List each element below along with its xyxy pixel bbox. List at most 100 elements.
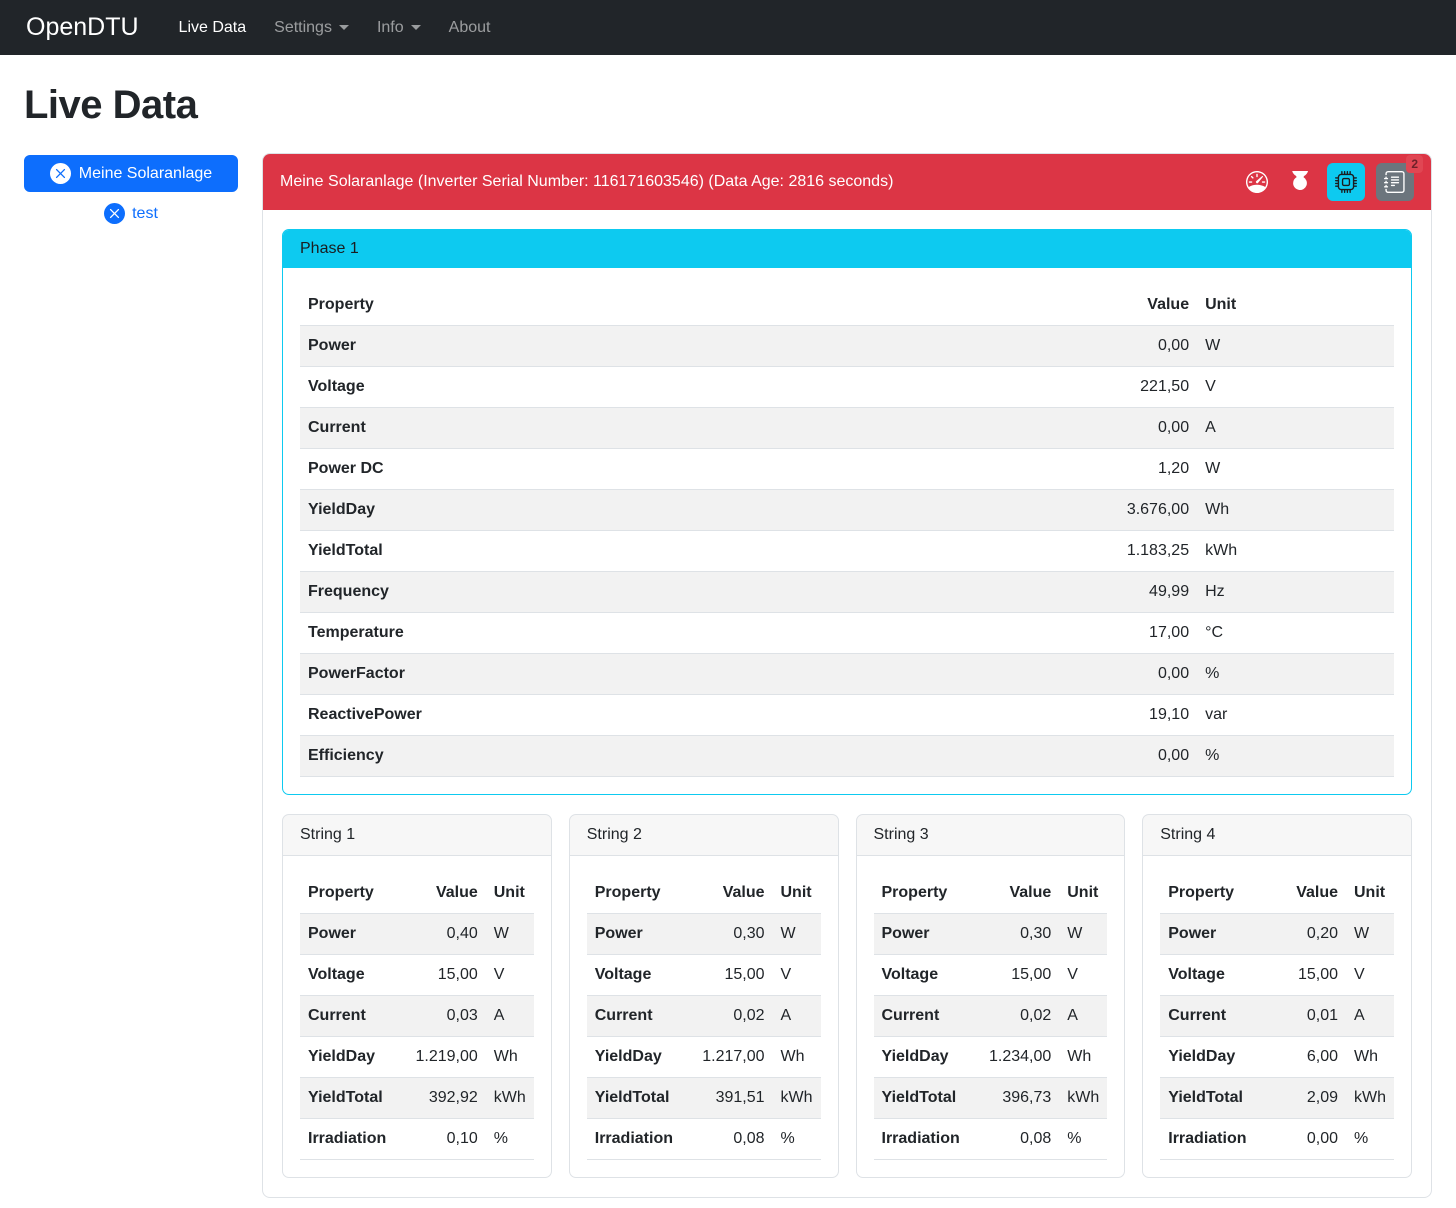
value-cell: 0,10 [407, 1118, 486, 1160]
event-log-button[interactable]: 2 [1376, 155, 1423, 201]
value-cell: 1.183,25 [1054, 530, 1198, 572]
column-header-property: Property [1160, 873, 1289, 914]
property-cell: PowerFactor [300, 653, 1055, 695]
unit-cell: % [772, 1118, 821, 1160]
inverter-button-test[interactable]: test [100, 201, 162, 226]
string-table: Property Value Unit Power [300, 873, 534, 1160]
value-cell: 0,30 [980, 913, 1060, 955]
unit-cell: % [1197, 735, 1394, 777]
property-cell: Voltage [873, 954, 981, 996]
property-cell: Voltage [586, 954, 695, 996]
value-cell: 1.217,00 [694, 1036, 773, 1078]
table-row: Irradiation 0,08 % [586, 1118, 821, 1160]
table-row: YieldTotal 391,51 kWh [586, 1077, 821, 1119]
property-cell: Irradiation [1160, 1118, 1289, 1160]
value-cell: 15,00 [1288, 954, 1346, 996]
nav-item-label: Live Data [178, 18, 247, 36]
value-cell: 0,03 [407, 995, 486, 1037]
table-row: Irradiation 0,08 % [873, 1118, 1108, 1160]
inverter-button-selected[interactable]: Meine Solaranlage [24, 155, 238, 192]
property-cell: ReactivePower [300, 694, 1055, 736]
nav-item-live-data[interactable]: Live Data [169, 8, 257, 48]
table-row: YieldDay 1.219,00 Wh [300, 1036, 534, 1078]
inverter-toolbar: 2 [1241, 155, 1423, 201]
value-cell: 17,00 [1054, 612, 1198, 654]
string-table: Property Value Unit Power [1160, 873, 1394, 1160]
property-cell: Power [586, 913, 695, 955]
unit-cell: W [485, 913, 534, 955]
value-cell: 15,00 [407, 954, 486, 996]
table-row: YieldDay 1.234,00 Wh [873, 1036, 1108, 1078]
event-count-badge: 2 [1406, 155, 1423, 173]
column-header-value: Value [407, 873, 486, 914]
property-cell: YieldDay [300, 1036, 408, 1078]
x-circle-icon [49, 163, 71, 184]
inverter-button-label: Meine Solaranlage [78, 164, 213, 182]
property-cell: Power DC [300, 448, 1055, 490]
strings-grid: String 1 Property Value Unit [282, 814, 1412, 1178]
nav-item-label: Info [376, 18, 404, 36]
unit-cell: A [772, 995, 821, 1037]
unit-cell: °C [1197, 612, 1394, 654]
string-card-4: String 4 Property Value Unit [1142, 814, 1412, 1178]
unit-cell: Wh [772, 1036, 821, 1078]
unit-cell: Wh [1197, 489, 1394, 531]
speedometer-icon [1246, 171, 1268, 193]
column-header-unit: Unit [772, 873, 821, 914]
table-row: Power DC 1,20 W [300, 448, 1394, 490]
table-row: Current 0,01 A [1160, 995, 1394, 1037]
table-row: Voltage 15,00 V [873, 954, 1108, 996]
power-settings-button[interactable] [1284, 166, 1316, 198]
unit-cell: W [772, 913, 821, 955]
value-cell: 6,00 [1288, 1036, 1346, 1078]
column-header-value: Value [1054, 285, 1198, 326]
value-cell: 0,08 [980, 1118, 1060, 1160]
property-cell: Temperature [300, 612, 1055, 654]
string-card-header: String 4 [1143, 815, 1411, 856]
inverter-panel-title: Meine Solaranlage (Inverter Serial Numbe… [280, 173, 894, 190]
table-row: Power 0,00 W [300, 325, 1394, 367]
value-cell: 15,00 [694, 954, 773, 996]
unit-cell: Wh [1346, 1036, 1394, 1078]
column-header-value: Value [980, 873, 1060, 914]
value-cell: 15,00 [980, 954, 1060, 996]
unit-cell: % [1346, 1118, 1394, 1160]
unit-cell: Wh [485, 1036, 534, 1078]
unit-cell: W [1059, 913, 1108, 955]
inverter-selector: Meine Solaranlage test [24, 153, 238, 226]
unit-cell: % [1197, 653, 1394, 695]
table-row: YieldDay 1.217,00 Wh [586, 1036, 821, 1078]
property-cell: Power [300, 913, 408, 955]
table-row: YieldTotal 2,09 kWh [1160, 1077, 1394, 1119]
cpu-icon [1335, 171, 1357, 193]
column-header-unit: Unit [1059, 873, 1108, 914]
unit-cell: Wh [1059, 1036, 1108, 1078]
device-info-button[interactable] [1327, 163, 1365, 201]
property-cell: Irradiation [586, 1118, 695, 1160]
brand-opendtu[interactable]: OpenDTU [26, 12, 139, 41]
table-row: Voltage 15,00 V [300, 954, 534, 996]
string-card-3: String 3 Property Value Unit [855, 814, 1126, 1178]
main-content: Live Data Meine Solaranlage test Meine S… [0, 55, 1456, 1208]
phase-card-header: Phase 1 [283, 230, 1411, 268]
unit-cell: V [1197, 366, 1394, 408]
nav-item-info[interactable]: Info [367, 8, 431, 48]
unit-cell: % [1059, 1118, 1108, 1160]
value-cell: 0,00 [1054, 407, 1198, 449]
table-row: Current 0,00 A [300, 407, 1394, 449]
nav-item-settings[interactable]: Settings [264, 8, 359, 48]
nav-item-about[interactable]: About [439, 8, 501, 48]
property-cell: YieldTotal [586, 1077, 695, 1119]
value-cell: 0,00 [1288, 1118, 1346, 1160]
power-icon [1292, 171, 1309, 190]
column-header-value: Value [1288, 873, 1346, 914]
limit-settings-button[interactable] [1241, 166, 1273, 198]
property-cell: YieldTotal [300, 530, 1055, 572]
property-cell: YieldDay [873, 1036, 981, 1078]
value-cell: 3.676,00 [1054, 489, 1198, 531]
property-cell: Frequency [300, 571, 1055, 613]
value-cell: 0,40 [407, 913, 486, 955]
navbar: OpenDTU Live Data Settings Info About [0, 0, 1456, 55]
property-cell: Current [300, 407, 1055, 449]
value-cell: 0,00 [1054, 325, 1198, 367]
